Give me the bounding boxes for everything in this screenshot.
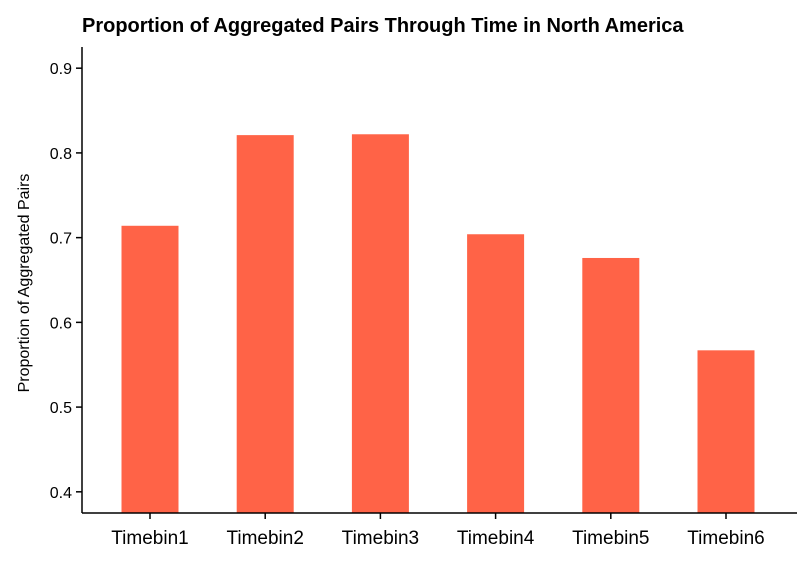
x-tick-label: Timebin1 (111, 528, 188, 549)
x-tick-label: Timebin2 (226, 528, 303, 549)
bar-timebin1 (121, 225, 179, 514)
y-axis-label: Proportion of Aggregated Pairs (16, 174, 33, 393)
x-axis-ticks: Timebin1 Timebin2 Timebin3 Timebin4 Timebin5… (111, 513, 765, 549)
bar-timebin5 (582, 257, 640, 513)
bar-timebin2 (236, 135, 294, 513)
y-tick-label: 0.4 (50, 485, 72, 502)
y-tick-label: 0.9 (50, 61, 72, 78)
chart-title: Proportion of Aggregated Pairs Through T… (82, 15, 684, 37)
bar-timebin3 (351, 134, 409, 513)
x-tick-label: Timebin6 (687, 528, 764, 549)
x-tick-label: Timebin3 (342, 528, 419, 549)
bars (121, 134, 755, 514)
y-axis-ticks: 0.4 0.5 0.6 0.7 0.8 0.9 (50, 61, 82, 502)
bar-timebin4 (467, 234, 525, 514)
y-tick-label: 0.8 (50, 146, 72, 163)
x-tick-label: Timebin4 (457, 528, 535, 549)
y-tick-label: 0.5 (50, 400, 72, 417)
bar-timebin6 (697, 350, 755, 513)
y-tick-label: 0.7 (50, 231, 72, 248)
x-tick-label: Timebin5 (572, 528, 649, 549)
y-tick-label: 0.6 (50, 315, 72, 332)
